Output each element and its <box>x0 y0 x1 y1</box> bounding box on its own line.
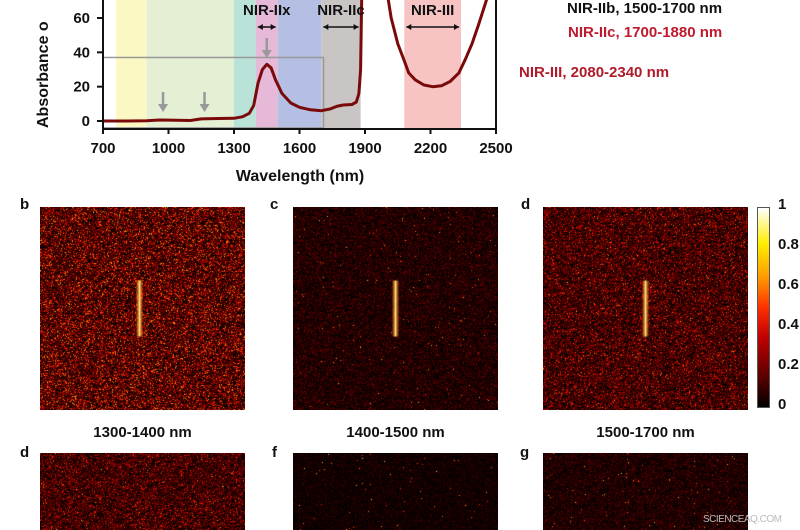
panel-label-b: b <box>20 196 30 213</box>
colorbar-tick: 1 <box>778 196 787 213</box>
x-tick-label: 1000 <box>152 140 185 157</box>
marker-arrow-head <box>199 104 210 112</box>
band-label: NIR-IIc <box>317 2 365 19</box>
series-line-absorbance-nir3 <box>386 0 489 89</box>
colorbar-tick: 0.6 <box>778 276 799 293</box>
absorbance-chart: NIR-IIx NIR-IIc NIR-III 700 1000 1300 1600 190… <box>35 0 513 185</box>
x-tick-label: 2200 <box>414 140 447 157</box>
y-tick-label: 0 <box>82 113 90 130</box>
nir-image-1500-1700 <box>543 207 748 410</box>
y-tick-label: 20 <box>73 79 90 96</box>
band-5 <box>321 0 361 129</box>
colorbar-tick: 0 <box>778 396 787 413</box>
y-tick-label: 40 <box>73 44 90 61</box>
panel-label-d2: d <box>20 444 30 461</box>
band-6 <box>404 0 462 129</box>
panel-label-f: f <box>272 444 277 461</box>
band-0 <box>116 0 147 129</box>
y-axis-label: Absorbance o <box>35 21 52 128</box>
x-tick-label: 2500 <box>479 140 512 157</box>
caption-1400-1500: 1400-1500 nm <box>346 424 445 441</box>
band-1 <box>146 0 234 129</box>
x-tick-label: 1600 <box>283 140 316 157</box>
panel-label-g: g <box>520 444 530 461</box>
series-line-absorbance <box>103 0 364 123</box>
marker-arrow-head <box>158 104 169 112</box>
band-label: NIR-IIx <box>243 2 291 19</box>
legend-nir-iic: NIR-IIc, 1700-1880 nm <box>568 24 723 41</box>
colorbar-tick: 0.8 <box>778 236 799 253</box>
legend-nir-iib: NIR-IIb, 1500-1700 nm <box>567 0 723 17</box>
panel-label-c: c <box>270 196 279 213</box>
colorbar-tick: 0.4 <box>778 316 799 333</box>
nir-image-1300-1400 <box>40 207 245 410</box>
nir-image-bottom-f <box>293 453 498 530</box>
watermark: SCIENCEAQ.COM <box>703 514 782 525</box>
nir-image-1400-1500 <box>293 207 498 410</box>
x-tick-label: 1300 <box>217 140 250 157</box>
band-2 <box>234 0 256 129</box>
legend-nir-iii: NIR-III, 2080-2340 nm <box>519 64 670 81</box>
colorbar <box>757 207 770 408</box>
panel-label-d: d <box>521 196 531 213</box>
x-tick-label: 1900 <box>348 140 381 157</box>
band-label: NIR-III <box>411 2 454 19</box>
marker-arrow-head <box>261 50 272 58</box>
colorbar-tick: 0.2 <box>778 356 799 373</box>
y-tick-label: 60 <box>73 10 90 27</box>
x-axis-label: Wavelength (nm) <box>236 168 364 185</box>
band-range-arrowheads <box>257 24 276 30</box>
nir-image-bottom-g <box>543 453 748 530</box>
x-tick-label: 700 <box>90 140 115 157</box>
caption-1500-1700: 1500-1700 nm <box>596 424 695 441</box>
nir-image-bottom-d <box>40 453 245 530</box>
caption-1300-1400: 1300-1400 nm <box>93 424 192 441</box>
